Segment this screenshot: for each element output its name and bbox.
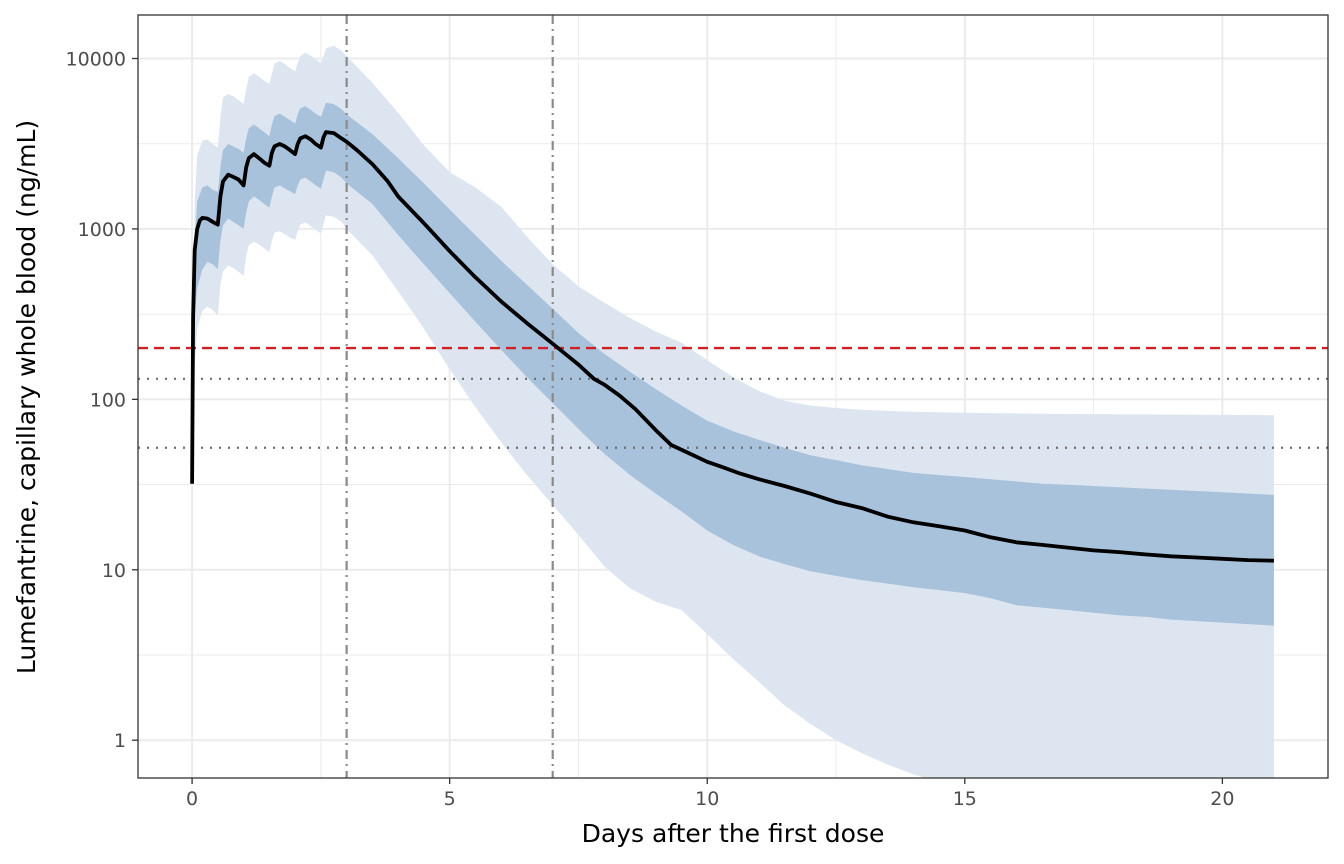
x-tick-label: 0	[186, 788, 198, 810]
x-axis: 0 5 10 15 20	[186, 778, 1234, 810]
median-series	[190, 130, 1274, 563]
y-tick-label: 1000	[78, 219, 126, 241]
median-line	[190, 130, 1274, 563]
x-tick-label: 10	[695, 788, 719, 810]
plot-panel-border	[137, 14, 1329, 779]
y-tick-label: 100	[90, 389, 126, 411]
x-tick-label: 5	[444, 788, 456, 810]
y-tick-label: 10	[102, 560, 126, 582]
x-tick-label: 15	[953, 788, 977, 810]
y-tick-label: 10000	[66, 49, 126, 71]
inner-prediction-band	[192, 102, 1274, 626]
confidence-bands	[192, 45, 1274, 778]
y-axis: 1 10 100 1000 10000	[66, 49, 138, 752]
reference-lines	[138, 15, 1328, 778]
x-tick-label: 20	[1210, 788, 1234, 810]
y-tick-label: 1	[114, 730, 126, 752]
x-axis-title: Days after the first dose	[582, 819, 885, 848]
y-axis-title: Lumefantrine, capillary whole blood (ng/…	[12, 120, 41, 674]
